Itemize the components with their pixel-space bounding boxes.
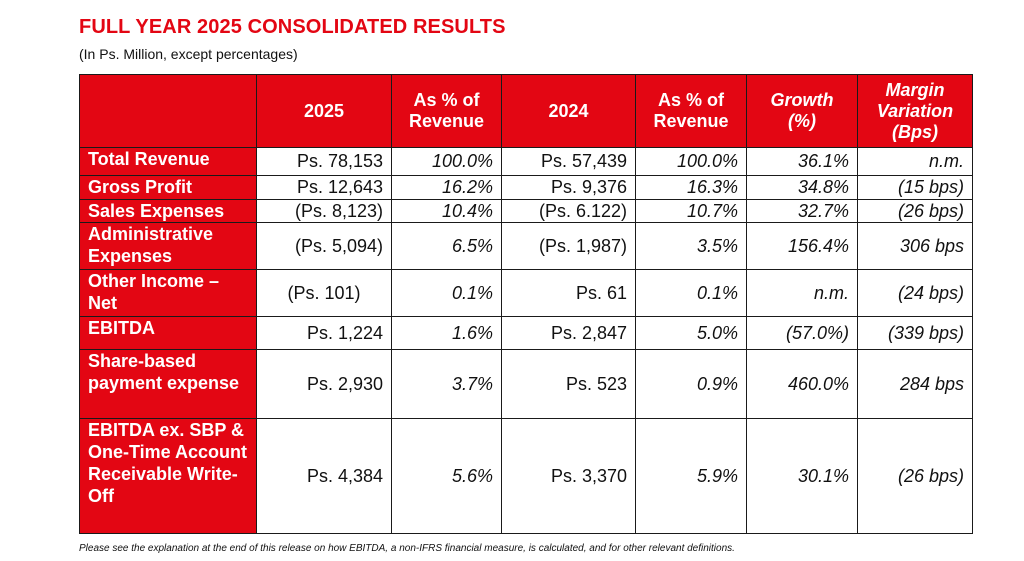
row-label: Other Income – Net: [79, 269, 257, 317]
pct-2024: 0.9%: [635, 349, 747, 419]
table-row: EBITDA Ps. 1,224 1.6% Ps. 2,847 5.0% (57…: [79, 316, 973, 350]
row-label: Sales Expenses: [79, 199, 257, 223]
pct-2024: 5.9%: [635, 418, 747, 534]
pct-2025: 3.7%: [391, 349, 502, 419]
table-row: Administrative Expenses (Ps. 5,094) 6.5%…: [79, 222, 973, 270]
pct-2024: 100.0%: [635, 147, 747, 176]
pct-2025: 5.6%: [391, 418, 502, 534]
results-table: 2025 As % of Revenue 2024 As % of Revenu…: [79, 74, 973, 534]
pct-2025: 100.0%: [391, 147, 502, 176]
margin-variation: (15 bps): [857, 175, 973, 200]
table-row: Share-based payment expense Ps. 2,930 3.…: [79, 349, 973, 419]
margin-variation: (26 bps): [857, 418, 973, 534]
value-2024: Ps. 61: [501, 269, 636, 317]
row-label: EBITDA: [79, 316, 257, 350]
growth: n.m.: [746, 269, 858, 317]
value-2025: Ps. 12,643: [256, 175, 392, 200]
margin-variation: (24 bps): [857, 269, 973, 317]
header-2025: 2025: [256, 74, 392, 148]
margin-variation: 284 bps: [857, 349, 973, 419]
value-2025: (Ps. 101): [256, 269, 392, 317]
row-label: Total Revenue: [79, 147, 257, 176]
value-2024: Ps. 523: [501, 349, 636, 419]
value-2024: Ps. 9,376: [501, 175, 636, 200]
value-2024: (Ps. 1,987): [501, 222, 636, 270]
growth: 156.4%: [746, 222, 858, 270]
pct-2024: 0.1%: [635, 269, 747, 317]
pct-2024: 5.0%: [635, 316, 747, 350]
pct-2025: 1.6%: [391, 316, 502, 350]
pct-2025: 16.2%: [391, 175, 502, 200]
page-title: FULL YEAR 2025 CONSOLIDATED RESULTS: [79, 16, 506, 38]
table-row: EBITDA ex. SBP & One-Time Account Receiv…: [79, 418, 973, 534]
row-label: EBITDA ex. SBP & One-Time Account Receiv…: [79, 418, 257, 534]
value-2025: (Ps. 5,094): [256, 222, 392, 270]
table-header-row: 2025 As % of Revenue 2024 As % of Revenu…: [79, 74, 973, 148]
table-row: Sales Expenses (Ps. 8,123) 10.4% (Ps. 6.…: [79, 199, 973, 223]
value-2024: Ps. 57,439: [501, 147, 636, 176]
value-2025: Ps. 2,930: [256, 349, 392, 419]
header-growth: Growth (%): [746, 74, 858, 148]
growth: (57.0%): [746, 316, 858, 350]
value-2025: Ps. 78,153: [256, 147, 392, 176]
pct-2025: 0.1%: [391, 269, 502, 317]
pct-2024: 3.5%: [635, 222, 747, 270]
growth: 36.1%: [746, 147, 858, 176]
value-2025: (Ps. 8,123): [256, 199, 392, 223]
growth: 34.8%: [746, 175, 858, 200]
pct-2025: 10.4%: [391, 199, 502, 223]
value-2024: Ps. 2,847: [501, 316, 636, 350]
table-row: Other Income – Net (Ps. 101) 0.1% Ps. 61…: [79, 269, 973, 317]
header-margin-variation: Margin Variation (Bps): [857, 74, 973, 148]
page-subtitle: (In Ps. Million, except percentages): [79, 46, 298, 62]
value-2024: Ps. 3,370: [501, 418, 636, 534]
margin-variation: 306 bps: [857, 222, 973, 270]
pct-2024: 10.7%: [635, 199, 747, 223]
value-2024: (Ps. 6.122): [501, 199, 636, 223]
margin-variation: (339 bps): [857, 316, 973, 350]
table-row: Total Revenue Ps. 78,153 100.0% Ps. 57,4…: [79, 147, 973, 176]
value-2025: Ps. 4,384: [256, 418, 392, 534]
row-label: Administrative Expenses: [79, 222, 257, 270]
header-2024: 2024: [501, 74, 636, 148]
growth: 30.1%: [746, 418, 858, 534]
header-pct-revenue-2024: As % of Revenue: [635, 74, 747, 148]
table-row: Gross Profit Ps. 12,643 16.2% Ps. 9,376 …: [79, 175, 973, 200]
header-pct-revenue-2025: As % of Revenue: [391, 74, 502, 148]
growth: 32.7%: [746, 199, 858, 223]
row-label: Gross Profit: [79, 175, 257, 200]
value-2025: Ps. 1,224: [256, 316, 392, 350]
margin-variation: n.m.: [857, 147, 973, 176]
footnote: Please see the explanation at the end of…: [79, 543, 735, 554]
margin-variation: (26 bps): [857, 199, 973, 223]
pct-2025: 6.5%: [391, 222, 502, 270]
header-corner: [79, 74, 257, 148]
row-label: Share-based payment expense: [79, 349, 257, 419]
growth: 460.0%: [746, 349, 858, 419]
pct-2024: 16.3%: [635, 175, 747, 200]
